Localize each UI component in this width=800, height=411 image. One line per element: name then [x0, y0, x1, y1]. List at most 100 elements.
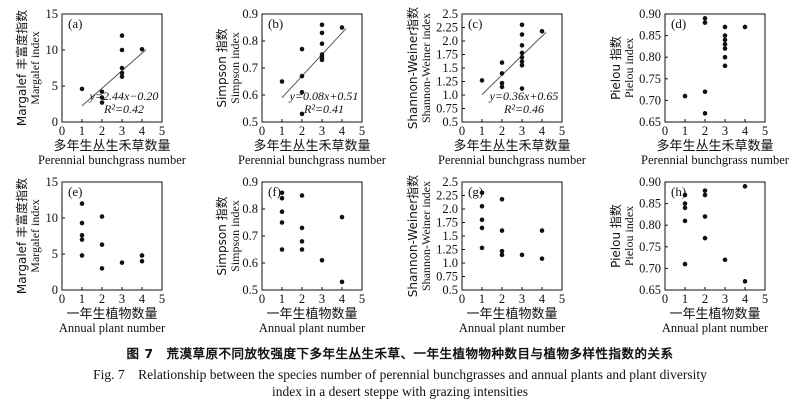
- panel-label: (e): [68, 184, 82, 199]
- data-point: [702, 188, 708, 193]
- y-tick-label: 10: [46, 211, 59, 225]
- regression-line: [481, 31, 547, 95]
- data-point: [339, 279, 345, 285]
- data-point: [499, 71, 505, 76]
- data-point: [519, 86, 525, 91]
- data-point: [722, 24, 728, 30]
- x-axis-label-en: Perennial bunchgrass number: [438, 153, 587, 167]
- x-tick-label: 2: [499, 292, 505, 306]
- caption-english-line1: Fig. 7 Relationship between the species …: [93, 367, 707, 382]
- data-point: [479, 225, 485, 231]
- data-point: [519, 252, 525, 258]
- data-point: [499, 196, 505, 202]
- regression-line: [81, 49, 147, 107]
- y-tick-label: 2.0: [442, 202, 458, 216]
- x-axis-label-en: Perennial bunchgrass number: [38, 153, 187, 167]
- x-axis-label-en: Annual plant number: [662, 321, 769, 335]
- y-axis-label-cn: Margalef 丰富度指数: [14, 178, 29, 294]
- x-axis-label-cn: 一年生植物数量: [266, 307, 357, 322]
- y-tick-label: 10: [46, 43, 59, 57]
- y-axis-label-en: Pielou index: [622, 38, 636, 98]
- data-point: [99, 100, 105, 105]
- plot-frame: [664, 181, 766, 291]
- y-tick-label: 0.75: [639, 72, 661, 86]
- x-tick-label: 0: [662, 124, 668, 138]
- y-axis-label-cn: Shannon-Weiner指数: [405, 7, 420, 129]
- y-axis-label-cn: Pielou 指数: [608, 204, 623, 268]
- x-tick-label: 1: [682, 292, 688, 306]
- x-tick-label: 3: [119, 292, 125, 306]
- y-tick-label: 0.90: [639, 175, 661, 189]
- y-axis-label-en: Simpson index: [228, 200, 242, 272]
- y-tick-label: 0.70: [639, 261, 661, 275]
- y-tick-label: 0.75: [436, 102, 458, 116]
- data-point: [479, 78, 485, 83]
- y-axis-label-cn: Margalef 丰富度指数: [14, 10, 29, 126]
- y-tick-label: 2.0: [442, 34, 458, 48]
- data-point: [119, 33, 125, 38]
- data-point: [99, 242, 105, 247]
- x-tick-label: 4: [539, 124, 546, 138]
- data-point: [499, 80, 505, 86]
- x-tick-label: 1: [79, 124, 85, 138]
- data-point: [139, 258, 145, 264]
- y-tick-label: 0.70: [639, 93, 661, 107]
- data-point: [479, 204, 485, 209]
- data-point: [742, 184, 748, 189]
- x-tick-label: 3: [519, 124, 525, 138]
- x-tick-label: 3: [519, 292, 525, 306]
- data-point: [79, 232, 85, 238]
- x-tick-label: 5: [559, 124, 565, 138]
- x-tick-label: 0: [459, 124, 465, 138]
- y-tick-label: 2.5: [442, 175, 458, 189]
- caption-english-line2: index in a desert steppe with grazing in…: [271, 384, 529, 399]
- plot-frame: [61, 181, 163, 291]
- x-tick-label: 2: [99, 124, 105, 138]
- data-point: [519, 22, 525, 28]
- data-point: [79, 86, 85, 92]
- x-axis-label-en: Annual plant number: [59, 321, 166, 335]
- r-squared: R²=0.41: [303, 102, 344, 116]
- y-tick-label: 2.25: [436, 21, 458, 35]
- y-tick-label: 0.85: [639, 29, 661, 43]
- y-tick-label: 2.25: [436, 189, 458, 203]
- r-squared: R²=0.46: [503, 102, 544, 116]
- data-point: [79, 237, 85, 242]
- data-point: [722, 41, 728, 47]
- x-tick-label: 3: [722, 124, 728, 138]
- y-tick-label: 1.25: [436, 243, 458, 257]
- data-point: [742, 279, 748, 284]
- data-point: [79, 201, 85, 206]
- x-tick-label: 4: [139, 292, 146, 306]
- data-point: [519, 63, 525, 68]
- x-tick-label: 5: [159, 292, 165, 306]
- y-tick-label: 0.6: [242, 88, 258, 102]
- data-point: [299, 193, 305, 198]
- y-tick-label: 1.5: [442, 229, 458, 243]
- y-tick-label: 15: [46, 7, 59, 21]
- panel-g: 0 1 2 3 4 5 0.50.751.01.251.51.752.02.252.5 (g)…: [405, 175, 566, 335]
- data-point: [499, 84, 505, 90]
- data-point: [319, 22, 325, 28]
- x-tick-label: 1: [479, 292, 485, 306]
- x-tick-label: 5: [559, 292, 565, 306]
- y-tick-label: 0.5: [442, 283, 458, 297]
- panel-label: (g): [468, 184, 483, 199]
- panel-b: 0 1 2 3 4 5 0.5 0.6 0.7 0.8 0.9 (b) y=0.08x+0.51R²=0…: [214, 7, 387, 167]
- y-tick-label: 0.5: [442, 115, 458, 129]
- caption-chinese: 图 7 荒漠草原不同放牧强度下多年生丛生禾草、一年生植物物种数目与植物多样性指数…: [126, 346, 674, 361]
- x-tick-label: 4: [339, 124, 346, 138]
- y-tick-label: 0.8: [242, 202, 258, 216]
- x-axis-label-cn: 一年生植物数量: [669, 307, 760, 322]
- y-axis-label-cn: Simpson 指数: [214, 196, 229, 275]
- regression-line: [281, 28, 347, 99]
- panel-label: (h): [671, 184, 686, 199]
- x-tick-label: 0: [662, 292, 668, 306]
- data-point: [539, 28, 545, 34]
- x-tick-label: 1: [279, 124, 285, 138]
- data-point: [722, 54, 728, 60]
- x-axis-label-cn: 多年生丛生禾草数量: [656, 138, 773, 154]
- data-point: [682, 261, 688, 267]
- data-point: [119, 260, 125, 265]
